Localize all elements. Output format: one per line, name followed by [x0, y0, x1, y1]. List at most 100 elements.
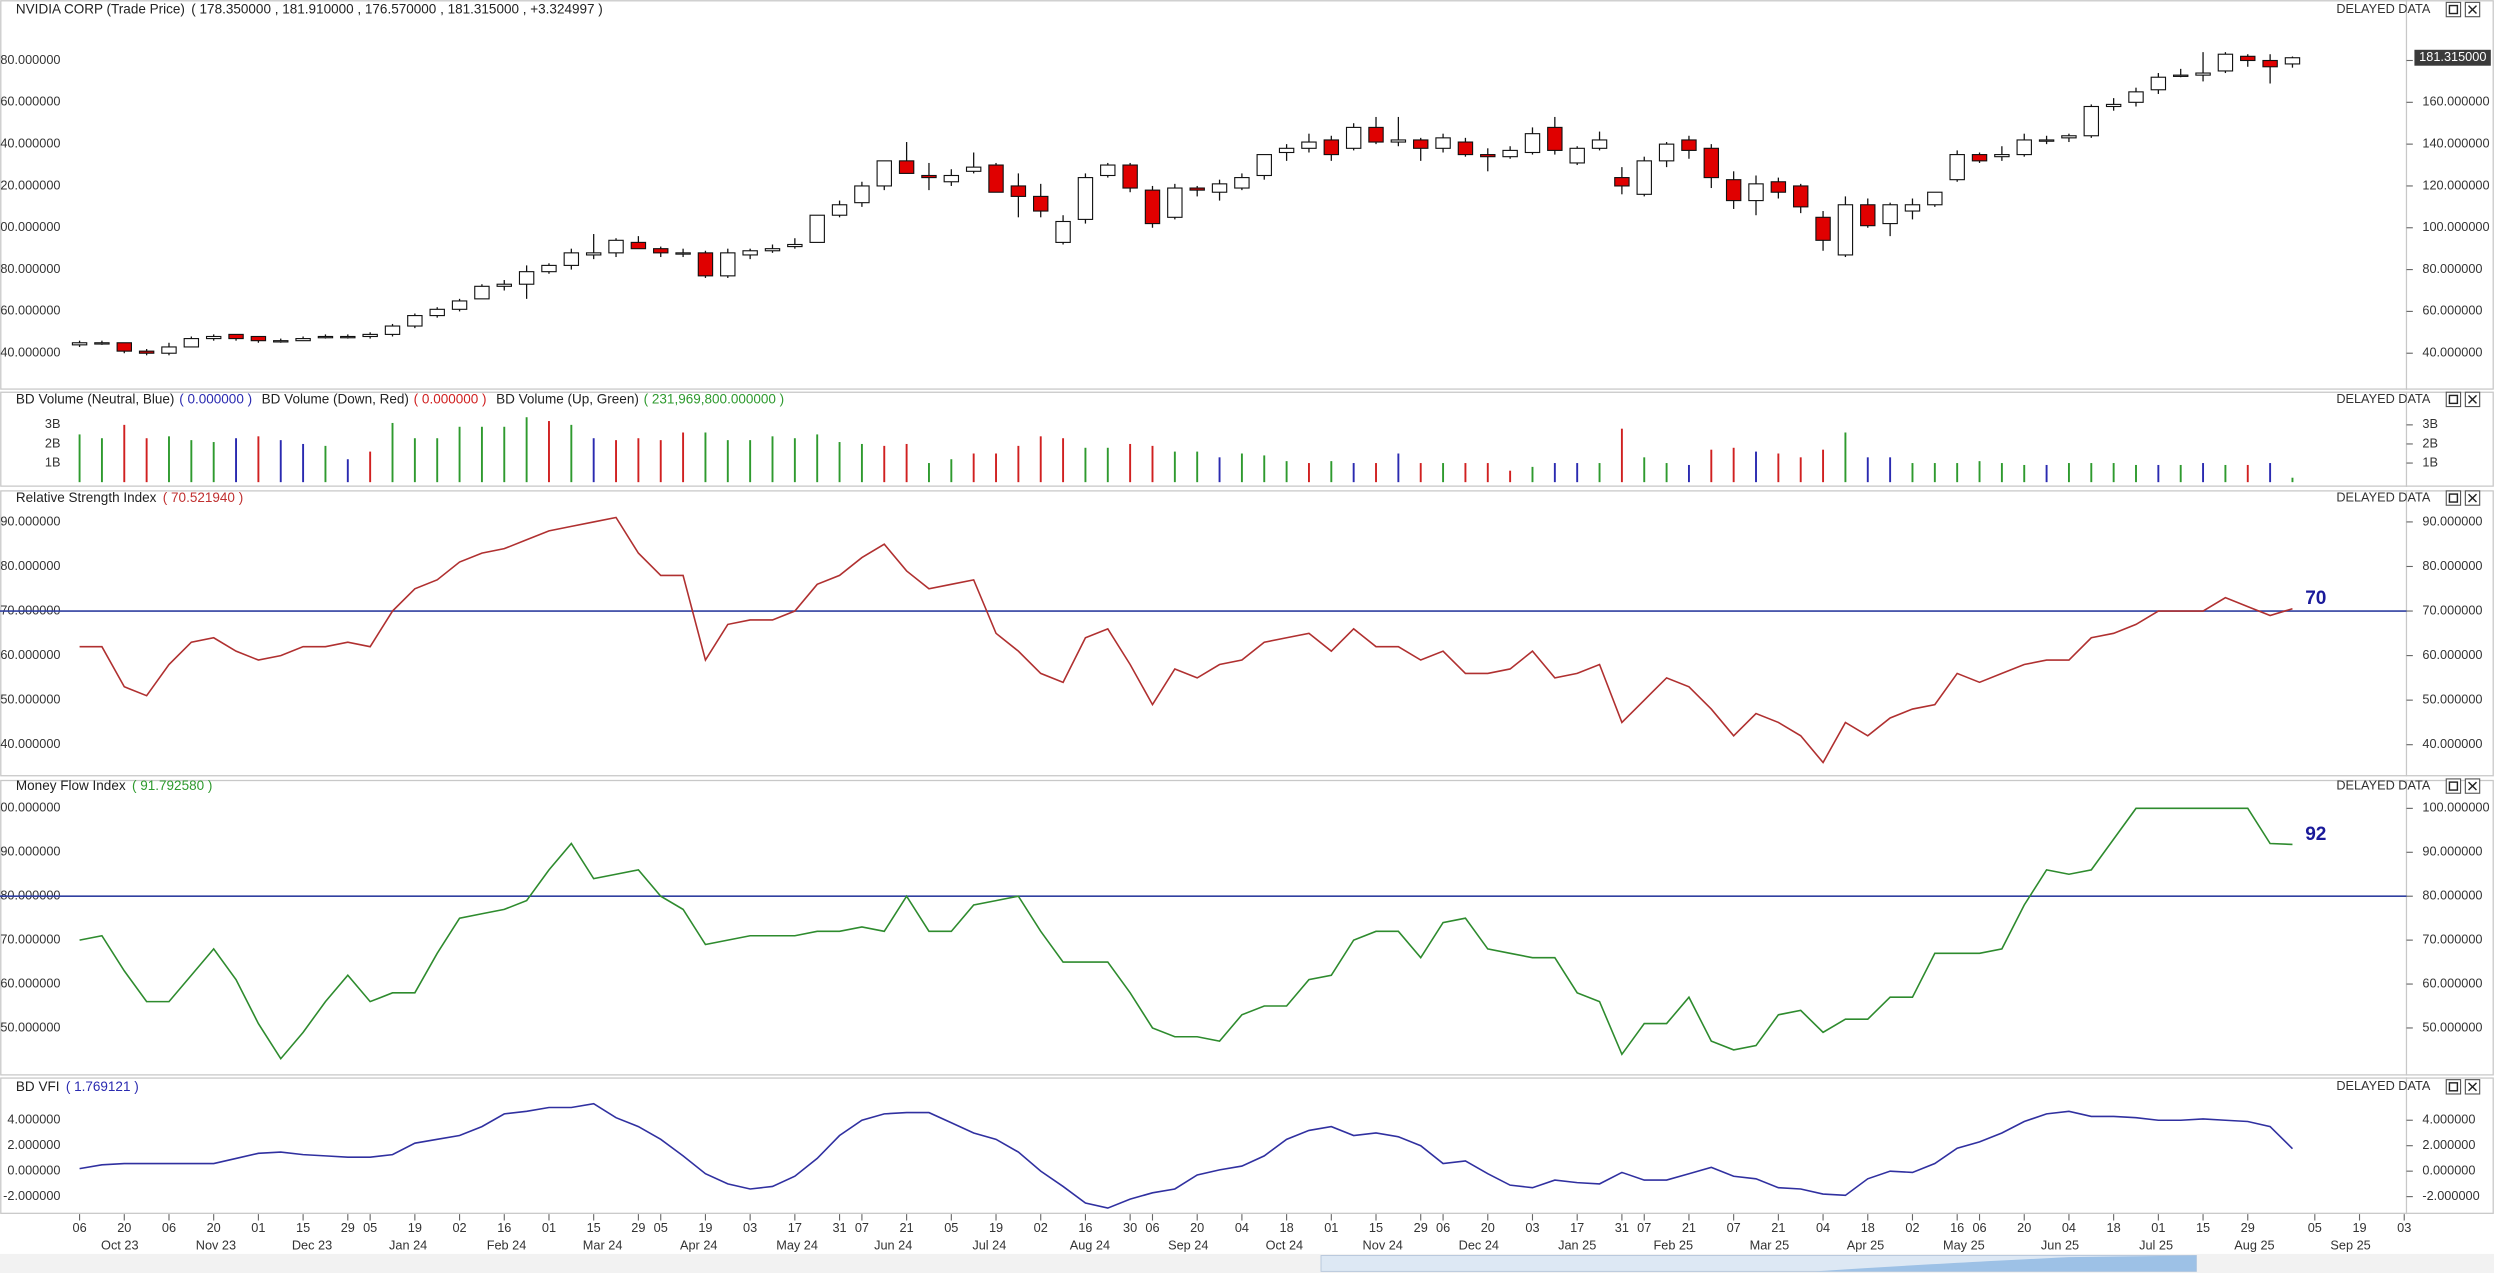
panel-frame [0, 490, 2494, 777]
candle-body [1904, 204, 1921, 212]
volume-bar [2202, 463, 2205, 483]
candle-body [384, 325, 401, 335]
candle-body [1144, 189, 1161, 225]
x-tick-label: 05 [944, 1220, 958, 1235]
legend-value: ( 0.000000 ) [179, 391, 252, 406]
candle-body [1033, 195, 1049, 212]
candle-body [1524, 133, 1541, 154]
x-tick-label: 29 [2241, 1220, 2255, 1235]
candle-body [1301, 141, 1317, 149]
panel-frame [0, 391, 2494, 487]
candle-body [630, 241, 647, 250]
candle-body [1100, 164, 1116, 177]
navigator-area [1814, 1255, 2197, 1272]
x-tick-label: 03 [743, 1220, 757, 1235]
volume-bar [2112, 463, 2115, 483]
candle-body [2061, 135, 2077, 139]
candle-body [273, 340, 289, 343]
candle-body [340, 335, 356, 339]
volume-bar [1978, 461, 1981, 483]
x-tick-label: 07 [1637, 1220, 1651, 1235]
candle-body [1703, 147, 1720, 179]
volume-bar [1464, 463, 1467, 483]
panel-title: NVIDIA CORP (Trade Price) [16, 1, 185, 16]
volume-bar [1017, 445, 1020, 483]
status: DELAYED DATA [2336, 777, 2431, 792]
y-tick-label-right: 100.000000 [2422, 219, 2489, 234]
candle-body [138, 350, 155, 354]
candle-body [228, 333, 244, 340]
close-icon [2468, 5, 2477, 15]
x-tick-label: 20 [207, 1220, 221, 1235]
candle-body [541, 264, 557, 273]
legend-name: BD Volume (Down, Red) [262, 391, 409, 406]
panel-title: BD VFI [16, 1078, 60, 1093]
panel-header: BD VFI ( 1.769121 ) [16, 1078, 139, 1093]
volume-bar [525, 417, 528, 483]
candle-body [653, 248, 669, 254]
status: DELAYED DATA [2336, 391, 2431, 406]
volume-bar [1755, 451, 1757, 483]
candle-body [2195, 72, 2211, 76]
candle-body [1189, 187, 1205, 191]
x-tick-label: 06 [1436, 1220, 1450, 1235]
candle-body [1994, 154, 2010, 158]
indicator-line [79, 807, 2293, 1061]
volume-bar [570, 424, 573, 483]
volume-bar [860, 443, 863, 483]
x-tick-label: 15 [296, 1220, 310, 1235]
panel-frame [0, 0, 2494, 390]
x-tick-label: 04 [1816, 1220, 1830, 1235]
y-tick-label-left: 80.000000 [0, 261, 60, 276]
volume-bar [883, 445, 886, 483]
maximize-button[interactable] [2445, 1, 2462, 18]
volume-bar [78, 434, 81, 483]
volume-bar [1844, 432, 1847, 483]
y-tick-label-left: 90.000000 [0, 513, 60, 528]
candle-body [1256, 154, 1272, 177]
maximize-button[interactable] [2445, 1079, 2462, 1095]
maximize-button[interactable] [2445, 490, 2462, 506]
volume-bar [123, 424, 126, 483]
candle-body [2038, 139, 2055, 142]
volume-bar [1196, 451, 1199, 483]
volume-bar [2067, 463, 2070, 483]
volume-bar [615, 440, 617, 483]
x-tick-label: 16 [1950, 1220, 1964, 1235]
volume-bar [1330, 461, 1333, 483]
volume-bar [2291, 477, 2294, 483]
candle-body [1927, 191, 1943, 206]
volume-bar [369, 451, 372, 483]
candle-body [2083, 105, 2100, 137]
volume-bar [1866, 457, 1869, 483]
volume-bar [2045, 464, 2048, 483]
volume-bar [302, 443, 305, 483]
month-label: Dec 23 [292, 1237, 332, 1252]
y-tick-label-left: 100.000000 [0, 219, 60, 234]
candle-body [205, 335, 222, 340]
candle-body [2150, 76, 2167, 91]
month-label: Nov 24 [1363, 1237, 1403, 1252]
candle-body [2217, 53, 2234, 72]
candle-body [1815, 216, 1831, 241]
maximize-button[interactable] [2445, 391, 2462, 408]
y-tick-label-left: -2.000000 [3, 1188, 60, 1203]
volume-bar [1352, 463, 1355, 483]
maximize-button[interactable] [2445, 778, 2462, 794]
volume-bar [1486, 463, 1489, 483]
maximize-icon [2448, 493, 2459, 503]
y-tick-label-right: 70.000000 [2422, 931, 2482, 946]
candle-body [1010, 185, 1027, 197]
volume-bar [1419, 463, 1422, 483]
candle-body [1658, 143, 1675, 162]
volume-bar [480, 426, 483, 483]
candle-body [831, 204, 848, 216]
indicator-line [79, 516, 2293, 764]
volume-bar [212, 442, 215, 483]
x-tick-label: 20 [117, 1220, 131, 1235]
volume-bar [950, 459, 953, 483]
volume-bar [592, 438, 595, 483]
candle-body [1860, 204, 1876, 227]
x-tick-label: 20 [1190, 1220, 1204, 1235]
volume-bar [972, 453, 975, 483]
